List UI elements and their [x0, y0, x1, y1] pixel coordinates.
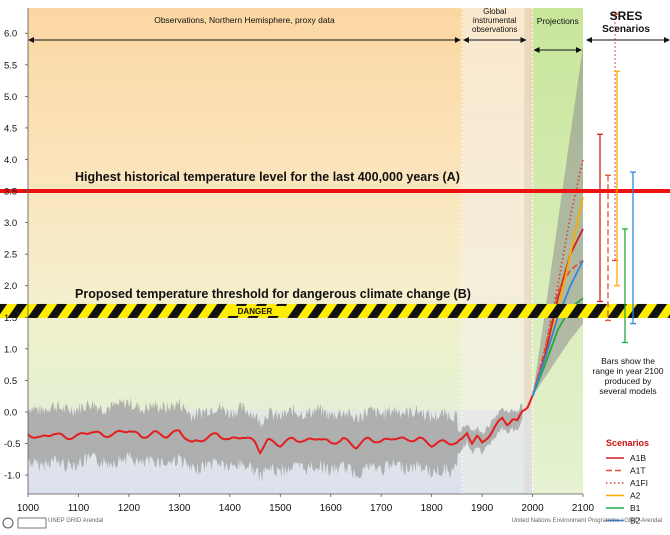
x-tick-label: 1700 [370, 503, 393, 514]
y-axis: 6.0 5.5 5.0 4.5 4.0 3.5 3.0 2.5 2.0 1.5 1.0 0.5 0.0 -… [4, 8, 29, 494]
uncertainty-band [28, 396, 523, 483]
legend-label-b2: B2 [630, 516, 641, 526]
bars-note-line: several models [599, 386, 656, 396]
footer-credit: United Nations Environment Programme / G… [511, 518, 662, 524]
period-arrowhead-left [28, 37, 34, 43]
legend: A1B A1T A1FI A2 B1 B2 [606, 453, 648, 526]
danger-band [0, 303, 670, 318]
bars-note-line: produced by [605, 376, 653, 386]
y-tick-label: 4.5 [4, 123, 17, 134]
period-label-line: instrumental [473, 16, 517, 25]
x-tick-label: 1200 [118, 503, 141, 514]
danger-label-bg [225, 305, 285, 316]
sres-arrowhead-left [586, 37, 592, 43]
period-annotations: Observations, Northern Hemisphere, proxy… [28, 7, 670, 494]
threshold-b-label: Proposed temperature threshold for dange… [75, 287, 471, 301]
y-tick-label: 3.5 [4, 187, 17, 198]
x-tick-label: 2000 [521, 503, 544, 514]
period-arrowhead-right [454, 37, 461, 43]
period-label-line: Global [483, 7, 506, 16]
y-tick-label: 5.0 [4, 92, 17, 103]
y-tick-label: 2.5 [4, 250, 17, 261]
history-line [27, 395, 534, 455]
y-tick-label: 3.0 [4, 218, 17, 229]
footer-logos-text: UNEP GRID Arendal [48, 518, 104, 524]
legend-label-a1b: A1B [630, 453, 646, 463]
period-label: Projections [537, 16, 579, 26]
threshold-a-label: Highest historical temperature level for… [75, 170, 460, 184]
sres-arrowhead-right [664, 37, 670, 43]
y-tick-label: -0.5 [4, 439, 20, 450]
x-tick-label: 1600 [320, 503, 343, 514]
uncertainty-area [28, 396, 523, 483]
instrumental-divider-band [524, 8, 532, 494]
legend-label-a2: A2 [630, 491, 641, 501]
scenario-line-a1fi [531, 159, 584, 397]
period-label-line: observations [472, 25, 517, 34]
legend-label-b1: B1 [630, 503, 641, 513]
legend-label-a1fi: A1FI [630, 478, 648, 488]
range-bars-2100 [597, 13, 636, 344]
y-tick-label: 1.5 [4, 313, 17, 324]
y-tick-label: 4.0 [4, 155, 17, 166]
x-tick-label: 1000 [17, 503, 40, 514]
y-tick-label: 1.0 [4, 344, 17, 355]
period-label: Global instrumental observations [472, 7, 517, 34]
logos [2, 517, 47, 529]
period-arrowhead-left [462, 37, 469, 43]
y-tick-label: 5.5 [4, 60, 17, 71]
y-tick-label: 0.0 [4, 407, 17, 418]
legend-label-a1t: A1T [630, 466, 646, 476]
grid-logo-icon [17, 517, 47, 529]
period-label: Observations, Northern Hemisphere, proxy… [154, 15, 335, 25]
sres-subtitle: Scenarios [602, 24, 650, 35]
period-arrowhead-right [520, 37, 527, 43]
y-tick-label: 6.0 [4, 29, 17, 40]
unep-logo-icon [2, 517, 14, 529]
bars-note-line: Bars show the [601, 356, 655, 366]
sres-title: SRES [610, 9, 643, 23]
x-tick-label: 2100 [572, 503, 595, 514]
danger-label: DANGER [238, 307, 273, 316]
x-tick-label: 1500 [269, 503, 292, 514]
x-axis: 1000 1100 1200 1300 1400 1500 1600 1700 1800 1900… [17, 493, 595, 514]
x-tick-label: 1800 [421, 503, 444, 514]
x-tick-label: 1400 [219, 503, 242, 514]
y-tick-label: 0.5 [4, 376, 17, 387]
period-arrowhead-right [576, 47, 582, 53]
x-tick-label: 1900 [471, 503, 494, 514]
x-tick-label: 1100 [68, 503, 90, 514]
legend-title: Scenarios [606, 438, 649, 448]
period-arrowhead-left [533, 47, 540, 53]
y-tick-label: -1.0 [4, 471, 20, 482]
y-tick-label: 2.0 [4, 281, 17, 292]
bars-note-line: range in year 2100 [593, 366, 664, 376]
x-tick-label: 1300 [168, 503, 191, 514]
